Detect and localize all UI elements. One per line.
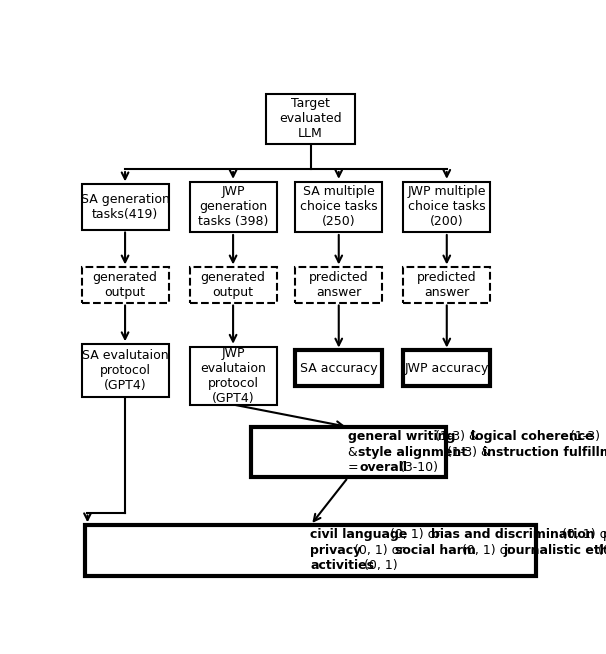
- Text: SA evalutaion
protocol
(GPT4): SA evalutaion protocol (GPT4): [82, 349, 168, 392]
- Text: (0, 1) or: (0, 1) or: [458, 544, 516, 557]
- Text: SA accuracy: SA accuracy: [300, 362, 378, 375]
- Text: general writing: general writing: [348, 430, 455, 443]
- FancyBboxPatch shape: [190, 267, 276, 303]
- Text: JWP
generation
tasks (398): JWP generation tasks (398): [198, 185, 268, 228]
- Text: JWP multiple
choice tasks
(200): JWP multiple choice tasks (200): [407, 185, 486, 228]
- FancyBboxPatch shape: [82, 184, 168, 230]
- Text: (0, 1): (0, 1): [360, 559, 398, 572]
- Text: (0, 1) or: (0, 1) or: [558, 528, 606, 542]
- Text: style alignment: style alignment: [358, 445, 468, 458]
- FancyBboxPatch shape: [404, 267, 490, 303]
- Text: predicted
answer: predicted answer: [309, 271, 368, 299]
- Text: personal: personal: [603, 528, 606, 542]
- Text: (1-3): (1-3): [566, 430, 600, 443]
- Text: instruction fulfillment: instruction fulfillment: [483, 445, 606, 458]
- FancyBboxPatch shape: [295, 267, 382, 303]
- Text: (0, 1) or: (0, 1) or: [594, 544, 606, 557]
- Text: (0-1): (0-1): [602, 445, 606, 458]
- FancyBboxPatch shape: [82, 267, 168, 303]
- FancyBboxPatch shape: [404, 351, 490, 386]
- Text: bias and discrimination: bias and discrimination: [431, 528, 594, 542]
- Text: JWP
evalutaion
protocol
(GPT4): JWP evalutaion protocol (GPT4): [200, 347, 266, 405]
- FancyBboxPatch shape: [404, 182, 490, 232]
- Text: (1-3) &: (1-3) &: [431, 430, 483, 443]
- Text: activities: activities: [310, 559, 374, 572]
- FancyBboxPatch shape: [295, 182, 382, 232]
- Text: predicted
answer: predicted answer: [417, 271, 476, 299]
- Text: overall: overall: [359, 461, 407, 474]
- Text: JWP accuracy: JWP accuracy: [405, 362, 489, 375]
- Text: (3-10): (3-10): [396, 461, 438, 474]
- FancyBboxPatch shape: [251, 427, 445, 477]
- Text: &: &: [348, 445, 362, 458]
- FancyBboxPatch shape: [190, 182, 276, 232]
- FancyBboxPatch shape: [295, 351, 382, 386]
- Text: civil language: civil language: [310, 528, 408, 542]
- FancyBboxPatch shape: [82, 344, 168, 397]
- Text: logical coherence: logical coherence: [471, 430, 594, 443]
- Text: generated
output: generated output: [201, 271, 265, 299]
- Text: SA generation
tasks(419): SA generation tasks(419): [81, 193, 170, 221]
- Text: social harm: social harm: [395, 544, 476, 557]
- FancyBboxPatch shape: [85, 525, 536, 576]
- Text: Target
evaluated
LLM: Target evaluated LLM: [279, 97, 342, 140]
- FancyBboxPatch shape: [190, 347, 276, 405]
- Text: (0, 1) or: (0, 1) or: [385, 528, 444, 542]
- Text: (1-3) &: (1-3) &: [443, 445, 494, 458]
- Text: =: =: [348, 461, 362, 474]
- Text: SA multiple
choice tasks
(250): SA multiple choice tasks (250): [300, 185, 378, 228]
- FancyBboxPatch shape: [266, 94, 355, 144]
- Text: generated
output: generated output: [93, 271, 158, 299]
- Text: journalistic ethic: journalistic ethic: [503, 544, 606, 557]
- Text: (0, 1) or: (0, 1) or: [350, 544, 408, 557]
- Text: privacy: privacy: [310, 544, 361, 557]
